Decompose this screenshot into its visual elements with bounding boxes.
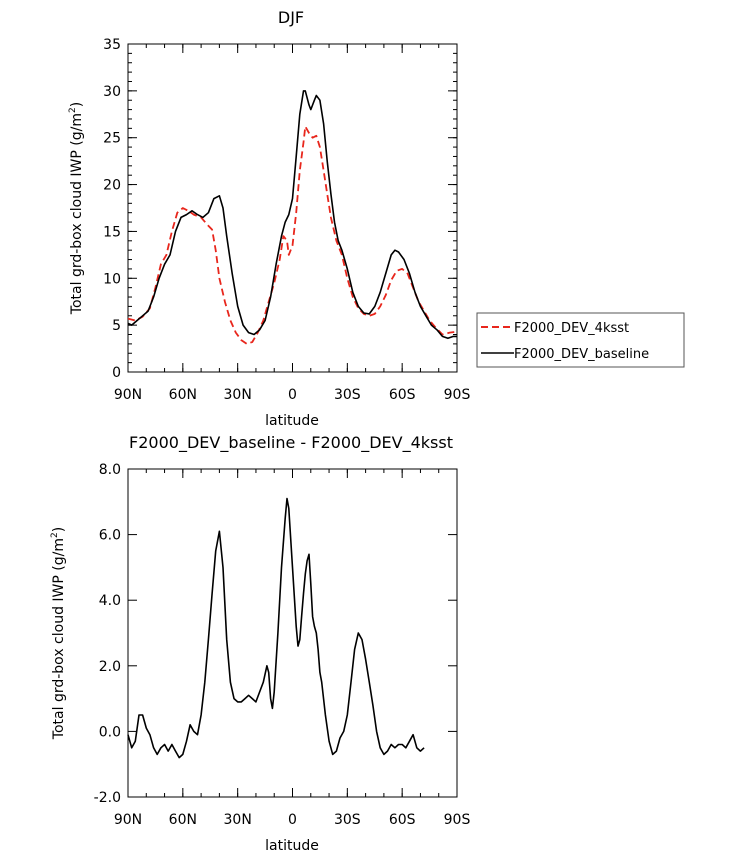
top-panel: DJF 0 5 10 15 20 25 30 35 90N 60N 30N 0 30S 60S 90S l… <box>68 8 685 429</box>
top-x-tick-label: 60N <box>169 387 197 403</box>
top-x-tick-label: 60S <box>389 387 416 403</box>
bottom-x-tick-label: 0 <box>288 812 297 828</box>
top-series-line-0 <box>127 125 458 345</box>
bottom-series <box>127 497 425 759</box>
bottom-x-tick-label: 30S <box>334 812 361 828</box>
top-y-tick-label: 0 <box>112 365 121 381</box>
top-y-axis-label-main: Total grd-box cloud IWP (g/m <box>69 113 85 315</box>
legend: F2000_DEV_4ksst F2000_DEV_baseline <box>476 312 685 368</box>
legend-label-baseline: F2000_DEV_baseline <box>514 347 649 362</box>
top-x-tick-label: 30N <box>224 387 252 403</box>
bottom-plot-frame <box>127 468 458 798</box>
top-x-tick-label: 30S <box>334 387 361 403</box>
bottom-chart-title: F2000_DEV_baseline - F2000_DEV_4ksst <box>129 433 453 453</box>
bottom-x-tick-label: 90S <box>444 812 471 828</box>
legend-label-4ksst: F2000_DEV_4ksst <box>514 321 629 336</box>
top-y-tick-label: 5 <box>112 318 121 334</box>
top-chart-title: DJF <box>278 8 304 27</box>
bottom-series-line-0 <box>127 497 425 759</box>
top-y-tick-label: 35 <box>103 37 121 53</box>
bottom-x-axis-label: latitude <box>265 838 319 854</box>
bottom-x-tick-label: 30N <box>224 812 252 828</box>
top-y-axis-label-close: ) <box>69 102 85 107</box>
top-y-axis-label-superscript: 2 <box>68 107 78 113</box>
top-x-tick-labels: 90N 60N 30N 0 30S 60S 90S <box>114 387 471 403</box>
bottom-x-tick-label: 90N <box>114 812 142 828</box>
top-x-axis-label: latitude <box>265 413 319 429</box>
bottom-y-tick-label: 2.0 <box>99 659 121 675</box>
top-plot-frame <box>127 43 458 373</box>
bottom-y-tick-label: 6.0 <box>99 528 121 544</box>
top-y-tick-label: 20 <box>103 178 121 194</box>
top-x-tick-label: 90S <box>444 387 471 403</box>
bottom-y-axis-label-main: Total grd-box cloud IWP (g/m <box>51 538 67 740</box>
bottom-panel: F2000_DEV_baseline - F2000_DEV_4ksst -2.… <box>50 433 470 854</box>
bottom-y-axis-label-superscript: 2 <box>50 532 60 538</box>
top-y-axis-label: Total grd-box cloud IWP (g/m2) <box>68 102 85 315</box>
bottom-y-tick-labels: -2.0 0.0 2.0 4.0 6.0 8.0 <box>94 462 121 806</box>
top-x-tick-label: 0 <box>288 387 297 403</box>
top-series <box>127 90 458 345</box>
top-y-tick-labels: 0 5 10 15 20 25 30 35 <box>103 37 121 381</box>
bottom-y-axis-label: Total grd-box cloud IWP (g/m2) <box>50 527 67 740</box>
bottom-ticks <box>127 468 458 798</box>
bottom-x-tick-labels: 90N 60N 30N 0 30S 60S 90S <box>114 812 471 828</box>
bottom-y-tick-label: -2.0 <box>94 790 121 806</box>
bottom-y-tick-label: 0.0 <box>99 724 121 740</box>
top-y-tick-label: 30 <box>103 84 121 100</box>
top-series-line-1 <box>127 90 457 340</box>
top-y-tick-label: 15 <box>103 224 121 240</box>
legend-box <box>476 312 685 368</box>
bottom-y-tick-label: 4.0 <box>99 593 121 609</box>
top-y-tick-label: 25 <box>103 131 121 147</box>
bottom-y-axis-label-close: ) <box>51 527 67 532</box>
top-ticks <box>127 43 458 373</box>
top-y-tick-label: 10 <box>103 271 121 287</box>
bottom-x-tick-label: 60N <box>169 812 197 828</box>
bottom-x-tick-label: 60S <box>389 812 416 828</box>
bottom-y-tick-label: 8.0 <box>99 462 121 478</box>
top-x-tick-label: 90N <box>114 387 142 403</box>
